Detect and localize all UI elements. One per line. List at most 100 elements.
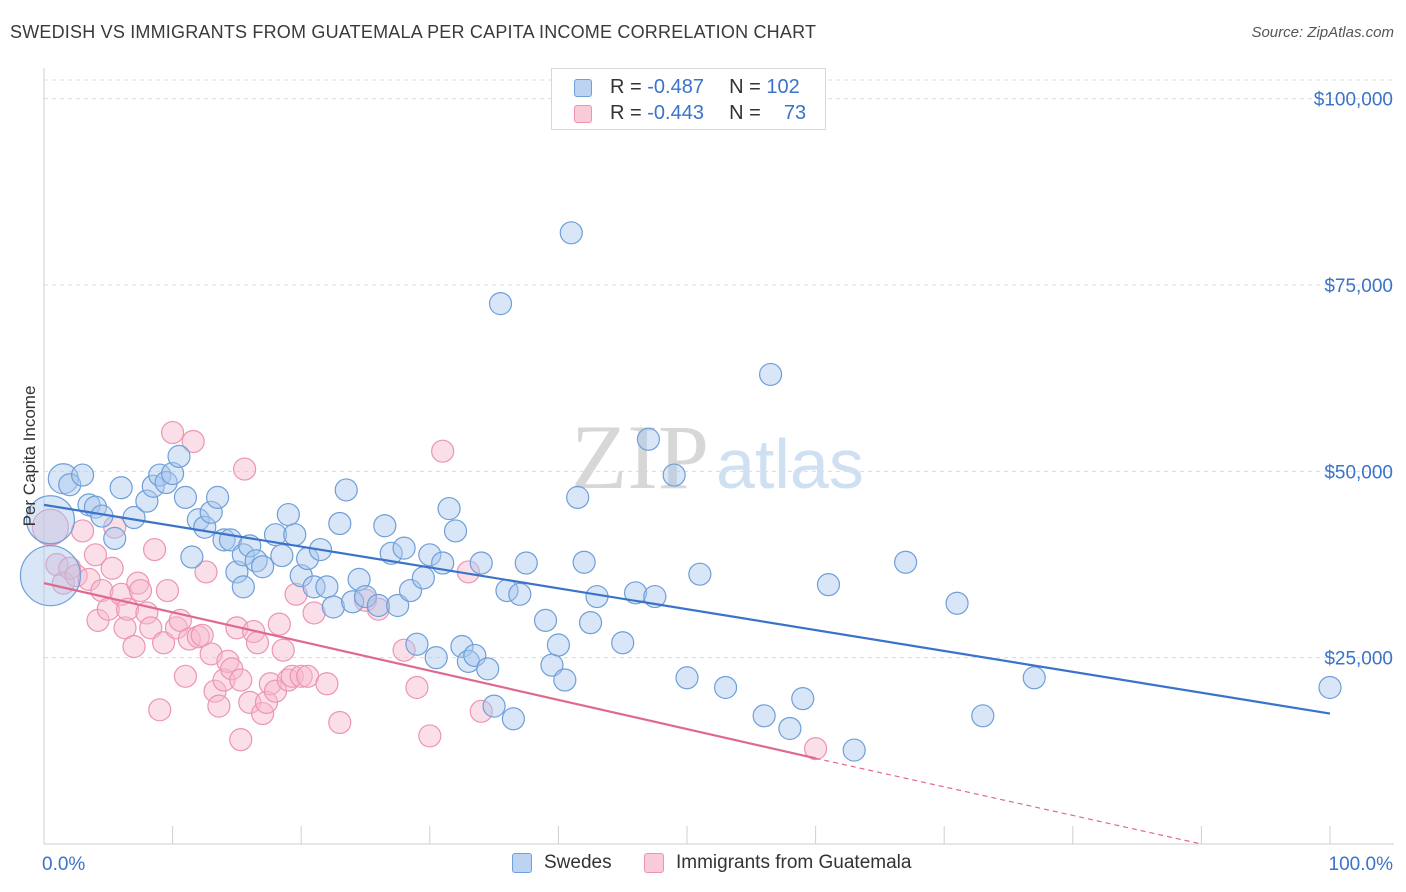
swedes-point	[611, 631, 635, 655]
swedes-point	[238, 534, 262, 558]
bottom-legend-label-guatemala: Immigrants from Guatemala	[676, 852, 912, 873]
guatemala-point	[229, 668, 253, 692]
legend-n-value: 73	[783, 102, 807, 124]
guatemala-point	[181, 429, 205, 454]
swedes-point	[353, 584, 378, 609]
swedes-point	[713, 675, 738, 700]
swedes-point	[263, 523, 288, 547]
swedes-point	[341, 590, 365, 614]
x-tick-label-end: 100.0%	[1329, 854, 1394, 875]
swedes-point	[816, 573, 841, 597]
guatemala-point	[233, 457, 257, 481]
swedes-point	[180, 545, 204, 569]
swedes-point	[752, 704, 776, 728]
legend-swatch-blue	[574, 79, 592, 97]
swedes-point	[945, 591, 969, 615]
trend-line-guatemala-extrapolated	[815, 757, 1202, 845]
swedes-point	[379, 541, 403, 565]
legend-n-label: N =	[729, 102, 761, 124]
swedes-point	[572, 550, 596, 574]
guatemala-point	[271, 638, 295, 662]
guatemala-point	[173, 664, 198, 688]
swedes-point	[578, 611, 603, 635]
guatemala-point	[392, 638, 416, 662]
guatemala-point	[245, 631, 270, 655]
series-guatemala-points	[31, 420, 828, 761]
guatemala-point	[142, 537, 167, 562]
swedes-point	[302, 575, 326, 599]
swedes-point	[366, 593, 390, 618]
swedes-point	[662, 463, 686, 487]
guatemala-point	[177, 627, 201, 651]
swedes-point	[70, 463, 95, 487]
guatemala-point	[315, 672, 339, 696]
swedes-point	[424, 646, 448, 670]
legend-r-value: -0.487	[647, 76, 704, 98]
swedes-point	[488, 292, 513, 316]
bottom-legend-label-swedes: Swedes	[544, 852, 612, 873]
guatemala-point	[328, 710, 352, 735]
guatemala-point	[289, 664, 313, 688]
trend-lines	[43, 503, 1331, 845]
swedes-point	[199, 500, 223, 524]
guatemala-point	[45, 552, 69, 577]
swedes-point	[894, 550, 918, 574]
swedes-point	[58, 473, 82, 497]
swedes-point	[347, 567, 371, 591]
swedes-point	[386, 593, 410, 618]
swedes-point	[546, 633, 571, 657]
legend-r-value: -0.443	[647, 102, 704, 124]
guatemala-point	[469, 699, 493, 723]
guatemala-point	[151, 631, 176, 655]
y-tick-label: $50,000	[1324, 462, 1393, 483]
watermark: ZIP atlas	[571, 406, 864, 508]
swedes-point	[1318, 675, 1342, 700]
guatemala-point	[155, 578, 180, 603]
bottom-legend-swatch-blue	[512, 853, 532, 873]
swedes-point	[758, 362, 783, 387]
legend-n-label: N =	[729, 76, 761, 98]
swedes-point	[161, 461, 185, 486]
bottom-legend-swatch-pink	[644, 853, 664, 873]
guatemala-point	[212, 668, 236, 692]
swedes-point	[225, 560, 249, 584]
swedes-point	[141, 474, 165, 498]
swedes-point	[778, 716, 802, 741]
watermark-zip: ZIP	[571, 406, 709, 508]
guatemala-point	[207, 694, 231, 718]
guatemala-point	[405, 675, 429, 700]
trend-line-swedes	[43, 503, 1331, 715]
guatemala-point	[161, 420, 185, 445]
guatemala-point	[148, 698, 172, 722]
swedes-point	[482, 694, 506, 718]
swedes-point	[270, 543, 294, 568]
swedes-point	[398, 578, 423, 603]
guatemala-point	[190, 623, 214, 647]
swedes-point	[173, 485, 198, 510]
guatemala-point	[100, 556, 124, 580]
swedes-point	[206, 485, 230, 510]
swedes-point	[791, 687, 815, 711]
swedes-point	[450, 634, 474, 659]
swedes-point	[636, 427, 661, 451]
legend-n-value: 102	[766, 76, 800, 98]
swedes-point	[405, 632, 429, 656]
swedes-point	[508, 582, 532, 606]
trend-line-guatemala	[43, 582, 816, 760]
swedes-point	[1022, 666, 1046, 690]
legend-r-label: R =	[610, 76, 642, 98]
swedes-point	[334, 478, 358, 502]
guatemala-point	[83, 543, 108, 567]
x-tick-labels: 0.0% 100.0%	[42, 854, 1393, 875]
swedes-point	[559, 221, 583, 245]
swedes-point	[443, 519, 468, 543]
swedes-point	[514, 551, 538, 575]
x-tick-label-start: 0.0%	[42, 854, 85, 875]
swedes-point	[321, 595, 345, 619]
guatemala-point	[186, 625, 210, 649]
swedes-point	[566, 485, 590, 510]
chart-title: SWEDISH VS IMMIGRANTS FROM GUATEMALA PER…	[10, 22, 817, 42]
guatemala-point	[64, 564, 88, 588]
guatemala-point	[216, 649, 240, 673]
